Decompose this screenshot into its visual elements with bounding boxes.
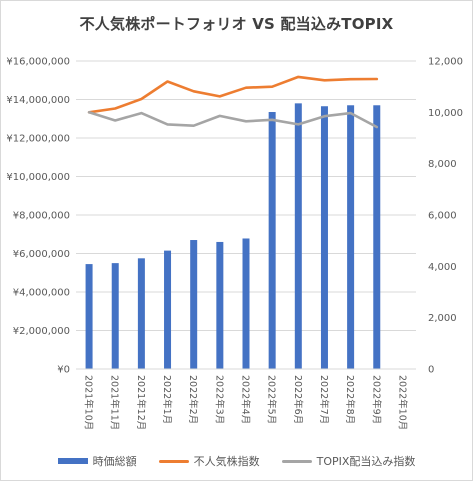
y-left-tick-label: ¥8,000,000 xyxy=(13,211,70,222)
y-left-tick-label: ¥4,000,000 xyxy=(13,288,70,299)
bar xyxy=(373,105,381,370)
bar xyxy=(111,263,119,369)
x-tick-label: 2021年10月 xyxy=(83,375,95,430)
y-right-tick-label: 12,000 xyxy=(428,57,463,68)
y-right-tick-label: 2,000 xyxy=(428,313,457,324)
bar xyxy=(164,250,172,369)
chart-title: 不人気株ポートフォリオ VS 配当込みTOPIX xyxy=(79,15,394,33)
y-left-tick-label: ¥14,000,000 xyxy=(6,95,70,106)
x-tick-label: 2021年11月 xyxy=(109,375,121,430)
y-left-tick-label: ¥0 xyxy=(57,365,70,376)
line-unpopular-index xyxy=(87,75,379,114)
legend-swatch-line-gray xyxy=(281,459,312,463)
x-tick-label: 2022年6月 xyxy=(292,375,304,424)
x-tick-label: 2022年9月 xyxy=(370,375,382,424)
line-series xyxy=(87,75,379,129)
x-tick-label: 2022年10月 xyxy=(396,375,408,430)
bar xyxy=(320,106,328,370)
y-left-tick-label: ¥6,000,000 xyxy=(13,249,70,260)
bar xyxy=(137,258,145,369)
y-left-tick-label: ¥10,000,000 xyxy=(6,172,70,183)
y-right-tick-label: 0 xyxy=(428,365,434,376)
legend-swatch-bar xyxy=(57,458,88,464)
y-right-tick-label: 8,000 xyxy=(428,159,457,170)
legend-label-unpopular-index: 不人気株指数 xyxy=(193,455,260,468)
bar xyxy=(190,240,198,369)
y-left-tick-label: ¥16,000,000 xyxy=(6,57,70,68)
bar xyxy=(347,105,355,370)
bar xyxy=(242,238,250,369)
combo-chart: ¥0 ¥2,000,000 ¥4,000,000 ¥6,000,000 ¥8,000,0… xyxy=(6,57,463,431)
bar-series-market-value xyxy=(85,103,381,370)
y-right-tick-label: 10,000 xyxy=(428,108,463,119)
x-tick-label: 2021年12月 xyxy=(135,375,147,430)
x-tick-label: 2022年2月 xyxy=(187,375,199,424)
x-tick-label: 2022年7月 xyxy=(318,375,330,424)
bar xyxy=(85,264,93,369)
x-tick-label: 2022年1月 xyxy=(161,375,173,424)
legend-item-unpopular-index: 不人気株指数 xyxy=(158,453,260,469)
bar xyxy=(268,112,276,369)
y-right-tick-label: 6,000 xyxy=(428,211,457,222)
x-tick-label: 2022年4月 xyxy=(240,375,252,424)
legend-swatch-line-orange xyxy=(158,459,189,463)
chart-legend: 時価総額 不人気株指数 TOPIX配当込み指数 xyxy=(1,453,472,469)
x-tick-label: 2022年3月 xyxy=(213,375,225,424)
legend-item-market-value: 時価総額 xyxy=(57,453,137,469)
y-left-tick-label: ¥12,000,000 xyxy=(6,134,70,145)
y-left-tick-label: ¥2,000,000 xyxy=(13,326,70,337)
x-tick-label: 2022年5月 xyxy=(266,375,278,424)
legend-label-topix-index: TOPIX配当込み指数 xyxy=(316,455,416,468)
bar xyxy=(216,241,224,369)
axes: ¥0 ¥2,000,000 ¥4,000,000 ¥6,000,000 ¥8,000,0… xyxy=(6,57,463,431)
y-right-tick-label: 4,000 xyxy=(428,262,457,273)
x-tick-label: 2022年8月 xyxy=(344,375,356,424)
line-topix-index xyxy=(87,111,379,129)
legend-item-topix-index: TOPIX配当込み指数 xyxy=(281,453,416,469)
legend-label-market-value: 時価総額 xyxy=(92,455,137,468)
bar xyxy=(294,103,302,369)
